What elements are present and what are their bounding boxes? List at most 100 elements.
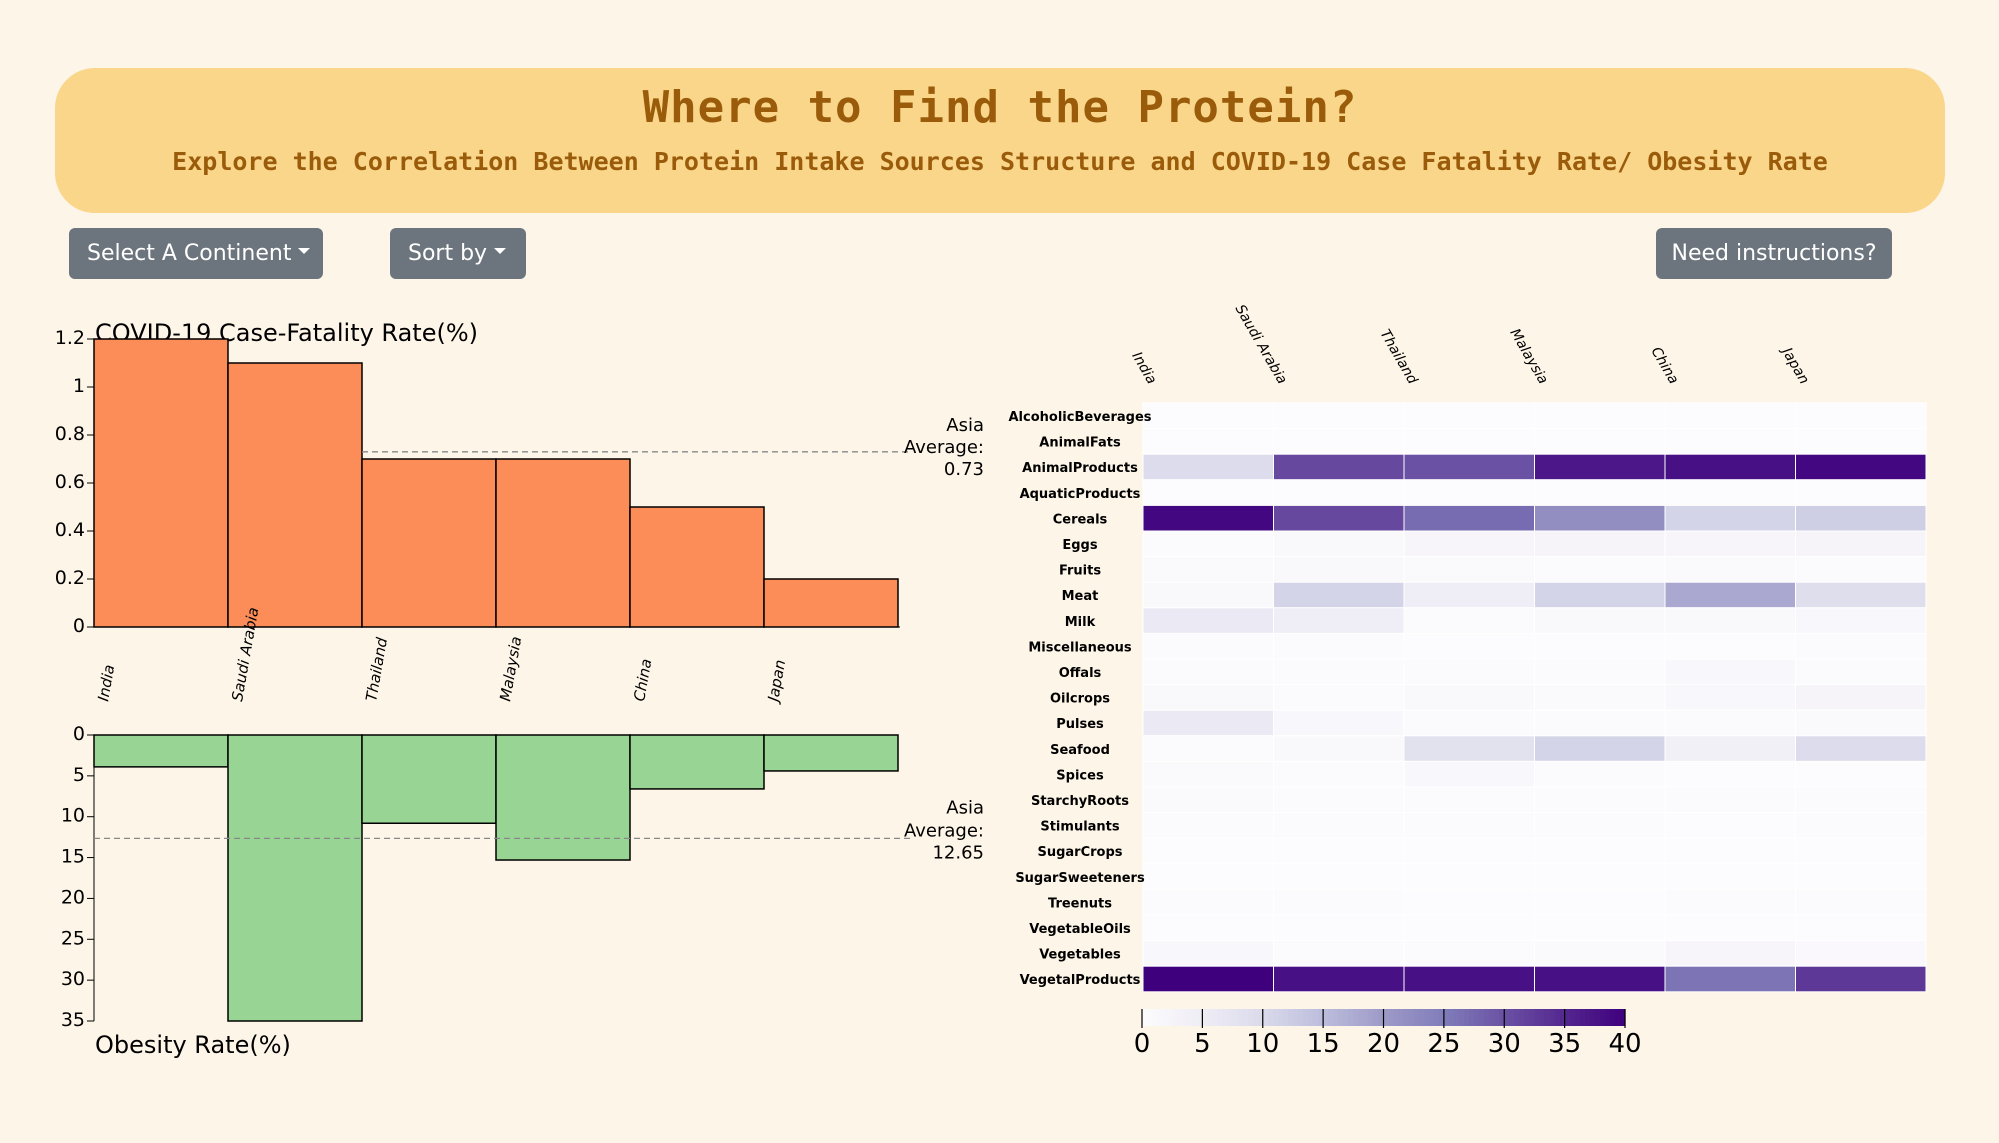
heatmap-cell [1403, 760, 1535, 788]
heatmap-cell [1795, 940, 1927, 967]
legend-swatch [1277, 1009, 1284, 1026]
heatmap-cell [1795, 812, 1927, 839]
heatmap-cell [1273, 530, 1405, 558]
need-instructions-label: Need instructions? [1671, 241, 1877, 266]
legend-swatch [1227, 1009, 1234, 1026]
heatmap-column-label: Saudi Arabia [1232, 302, 1290, 387]
heatmap-cell [1795, 504, 1927, 532]
heatmap-cell [1142, 735, 1274, 762]
legend-swatch [1604, 1009, 1611, 1026]
legend-tick-label: 30 [1488, 1029, 1521, 1059]
heatmap-cell [1142, 607, 1274, 634]
heatmap-row-label: Stimulants [1040, 820, 1120, 835]
legend-swatch [1182, 1009, 1188, 1026]
legend-swatch [1584, 1009, 1591, 1026]
legend-swatch [1393, 1009, 1400, 1026]
need-instructions-button[interactable]: Need instructions? [1656, 228, 1892, 279]
heatmap-cell [1142, 914, 1274, 942]
select-continent-dropdown[interactable]: Select A Continent [69, 228, 323, 279]
heatmap-cell [1142, 965, 1274, 993]
heatmap-cell [1795, 684, 1927, 711]
heatmap-cell [1534, 888, 1666, 916]
legend-swatch [1363, 1009, 1370, 1026]
heatmap-cell [1403, 735, 1535, 762]
heatmap-cell [1664, 556, 1796, 583]
legend-swatch [1398, 1009, 1405, 1026]
heatmap-cell [1273, 760, 1405, 788]
heatmap-cell [1664, 812, 1796, 839]
heatmap-cell [1795, 965, 1927, 993]
legend-swatch [1297, 1009, 1304, 1026]
heatmap-cell [1664, 735, 1796, 762]
legend-swatch [1177, 1009, 1183, 1026]
heatmap-cell [1403, 402, 1535, 430]
fatality-x-label: Japan [764, 658, 790, 705]
heatmap-cell [1403, 658, 1535, 686]
legend-swatch [1207, 1009, 1214, 1026]
heatmap-cell [1273, 658, 1405, 686]
heatmap-cell [1273, 556, 1405, 583]
heatmap-cell [1534, 402, 1666, 430]
heatmap-color-legend: 0 5 10 15 20 25 30 35 40 [1134, 1009, 1642, 1059]
legend-swatch [1232, 1009, 1239, 1026]
legend-swatch [1499, 1009, 1505, 1026]
legend-swatch [1458, 1009, 1465, 1026]
legend-tick-label: 15 [1307, 1029, 1340, 1059]
heatmap-row-label: Treenuts [1048, 896, 1112, 911]
heatmap-row-label: Offals [1059, 666, 1102, 681]
fatality-y-tick-label: 0.2 [55, 567, 85, 589]
legend-swatch [1353, 1009, 1359, 1026]
heatmap-cell [1273, 581, 1405, 609]
sort-by-dropdown[interactable]: Sort by [390, 228, 526, 279]
legend-swatch [1262, 1009, 1269, 1026]
heatmap-row-label: Vegetables [1039, 948, 1121, 963]
fatality-bar [361, 458, 497, 628]
heatmap-cell [1795, 607, 1927, 634]
heatmap-cell [1273, 888, 1405, 916]
obesity-average-label: Asia [946, 797, 984, 818]
heatmap-column-label: Japan [1777, 343, 1812, 387]
legend-swatch [1564, 1009, 1571, 1026]
legend-swatch [1609, 1009, 1616, 1026]
legend-swatch [1237, 1009, 1244, 1026]
heatmap-cell [1664, 863, 1796, 890]
obesity-y-tick-label: 0 [73, 723, 85, 745]
obesity-y-tick-label: 35 [61, 1009, 85, 1031]
heatmap-cell [1534, 709, 1666, 737]
legend-swatch [1438, 1009, 1445, 1026]
legend-swatch [1267, 1009, 1274, 1026]
heatmap-cell [1403, 684, 1535, 711]
legend-swatch [1594, 1009, 1601, 1026]
legend-swatch [1448, 1009, 1455, 1026]
heatmap-row-label: AnimalProducts [1022, 461, 1138, 476]
legend-swatch [1479, 1009, 1485, 1026]
heatmap-cell [1142, 658, 1274, 686]
legend-swatch [1453, 1009, 1460, 1026]
legend-swatch [1599, 1009, 1606, 1026]
heatmap-cell [1534, 556, 1666, 583]
legend-swatch [1242, 1009, 1249, 1026]
legend-swatch [1509, 1009, 1515, 1026]
heatmap-cell [1273, 428, 1405, 455]
obesity-y-tick-label: 30 [61, 968, 85, 990]
heatmap-cell [1664, 479, 1796, 506]
fatality-average-label: Average: [904, 437, 984, 458]
heatmap-cell [1142, 888, 1274, 916]
protein-heatmap: AlcoholicBeverages AnimalFats AnimalProduc… [1008, 302, 1927, 993]
fatality-y-tick-label: 0 [73, 615, 85, 637]
legend-swatch [1373, 1009, 1380, 1026]
heatmap-cell [1142, 453, 1274, 481]
heatmap-cell [1142, 837, 1274, 865]
legend-swatch [1313, 1009, 1319, 1026]
obesity-y-tick-label: 15 [61, 846, 85, 868]
heatmap-cell [1273, 837, 1405, 865]
heatmap-cell [1534, 453, 1666, 481]
heatmap-cell [1403, 504, 1535, 532]
heatmap-row-label: VegetableOils [1029, 922, 1131, 937]
legend-swatch [1333, 1009, 1339, 1026]
legend-swatch [1489, 1009, 1495, 1026]
heatmap-cell [1142, 786, 1274, 814]
heatmap-cell [1403, 812, 1535, 839]
legend-swatch [1569, 1009, 1576, 1026]
heatmap-cell [1534, 812, 1666, 839]
